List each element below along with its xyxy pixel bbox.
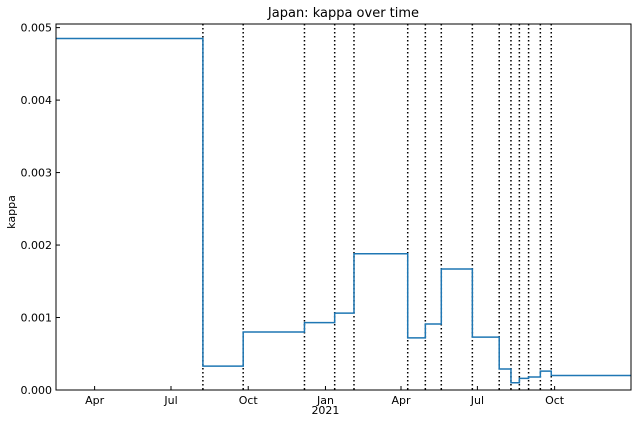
x-tick-label-1: Apr <box>85 394 105 407</box>
plot-frame <box>55 23 632 391</box>
y-tick-label-4: 0.003 <box>21 167 53 180</box>
y-tick-label-1: 0.000 <box>21 384 53 397</box>
plot-area: Apr Jul Oct Jan Apr Jul Oct 2021 0.000 0.001 0.002… <box>21 22 632 417</box>
y-tick-label-3: 0.002 <box>21 239 53 252</box>
chart-title: Japan: kappa over time <box>267 6 419 21</box>
x-tick-label-6: Jul <box>470 394 484 407</box>
y-tick-label-2: 0.001 <box>21 312 53 325</box>
x-tick-label-3: Oct <box>239 394 259 407</box>
y-axis-label: kappa <box>5 195 18 229</box>
x-tick-label-2: Jul <box>163 394 177 407</box>
x-year-label: 2021 <box>311 404 339 417</box>
x-tick-label-5: Apr <box>391 394 411 407</box>
y-tick-label-5: 0.004 <box>21 94 53 107</box>
x-tick-label-4: Jan <box>316 394 334 407</box>
x-tick-label-7: Oct <box>545 394 565 407</box>
series-line-1 <box>56 37 631 384</box>
y-tick-label-6: 0.005 <box>21 22 53 35</box>
